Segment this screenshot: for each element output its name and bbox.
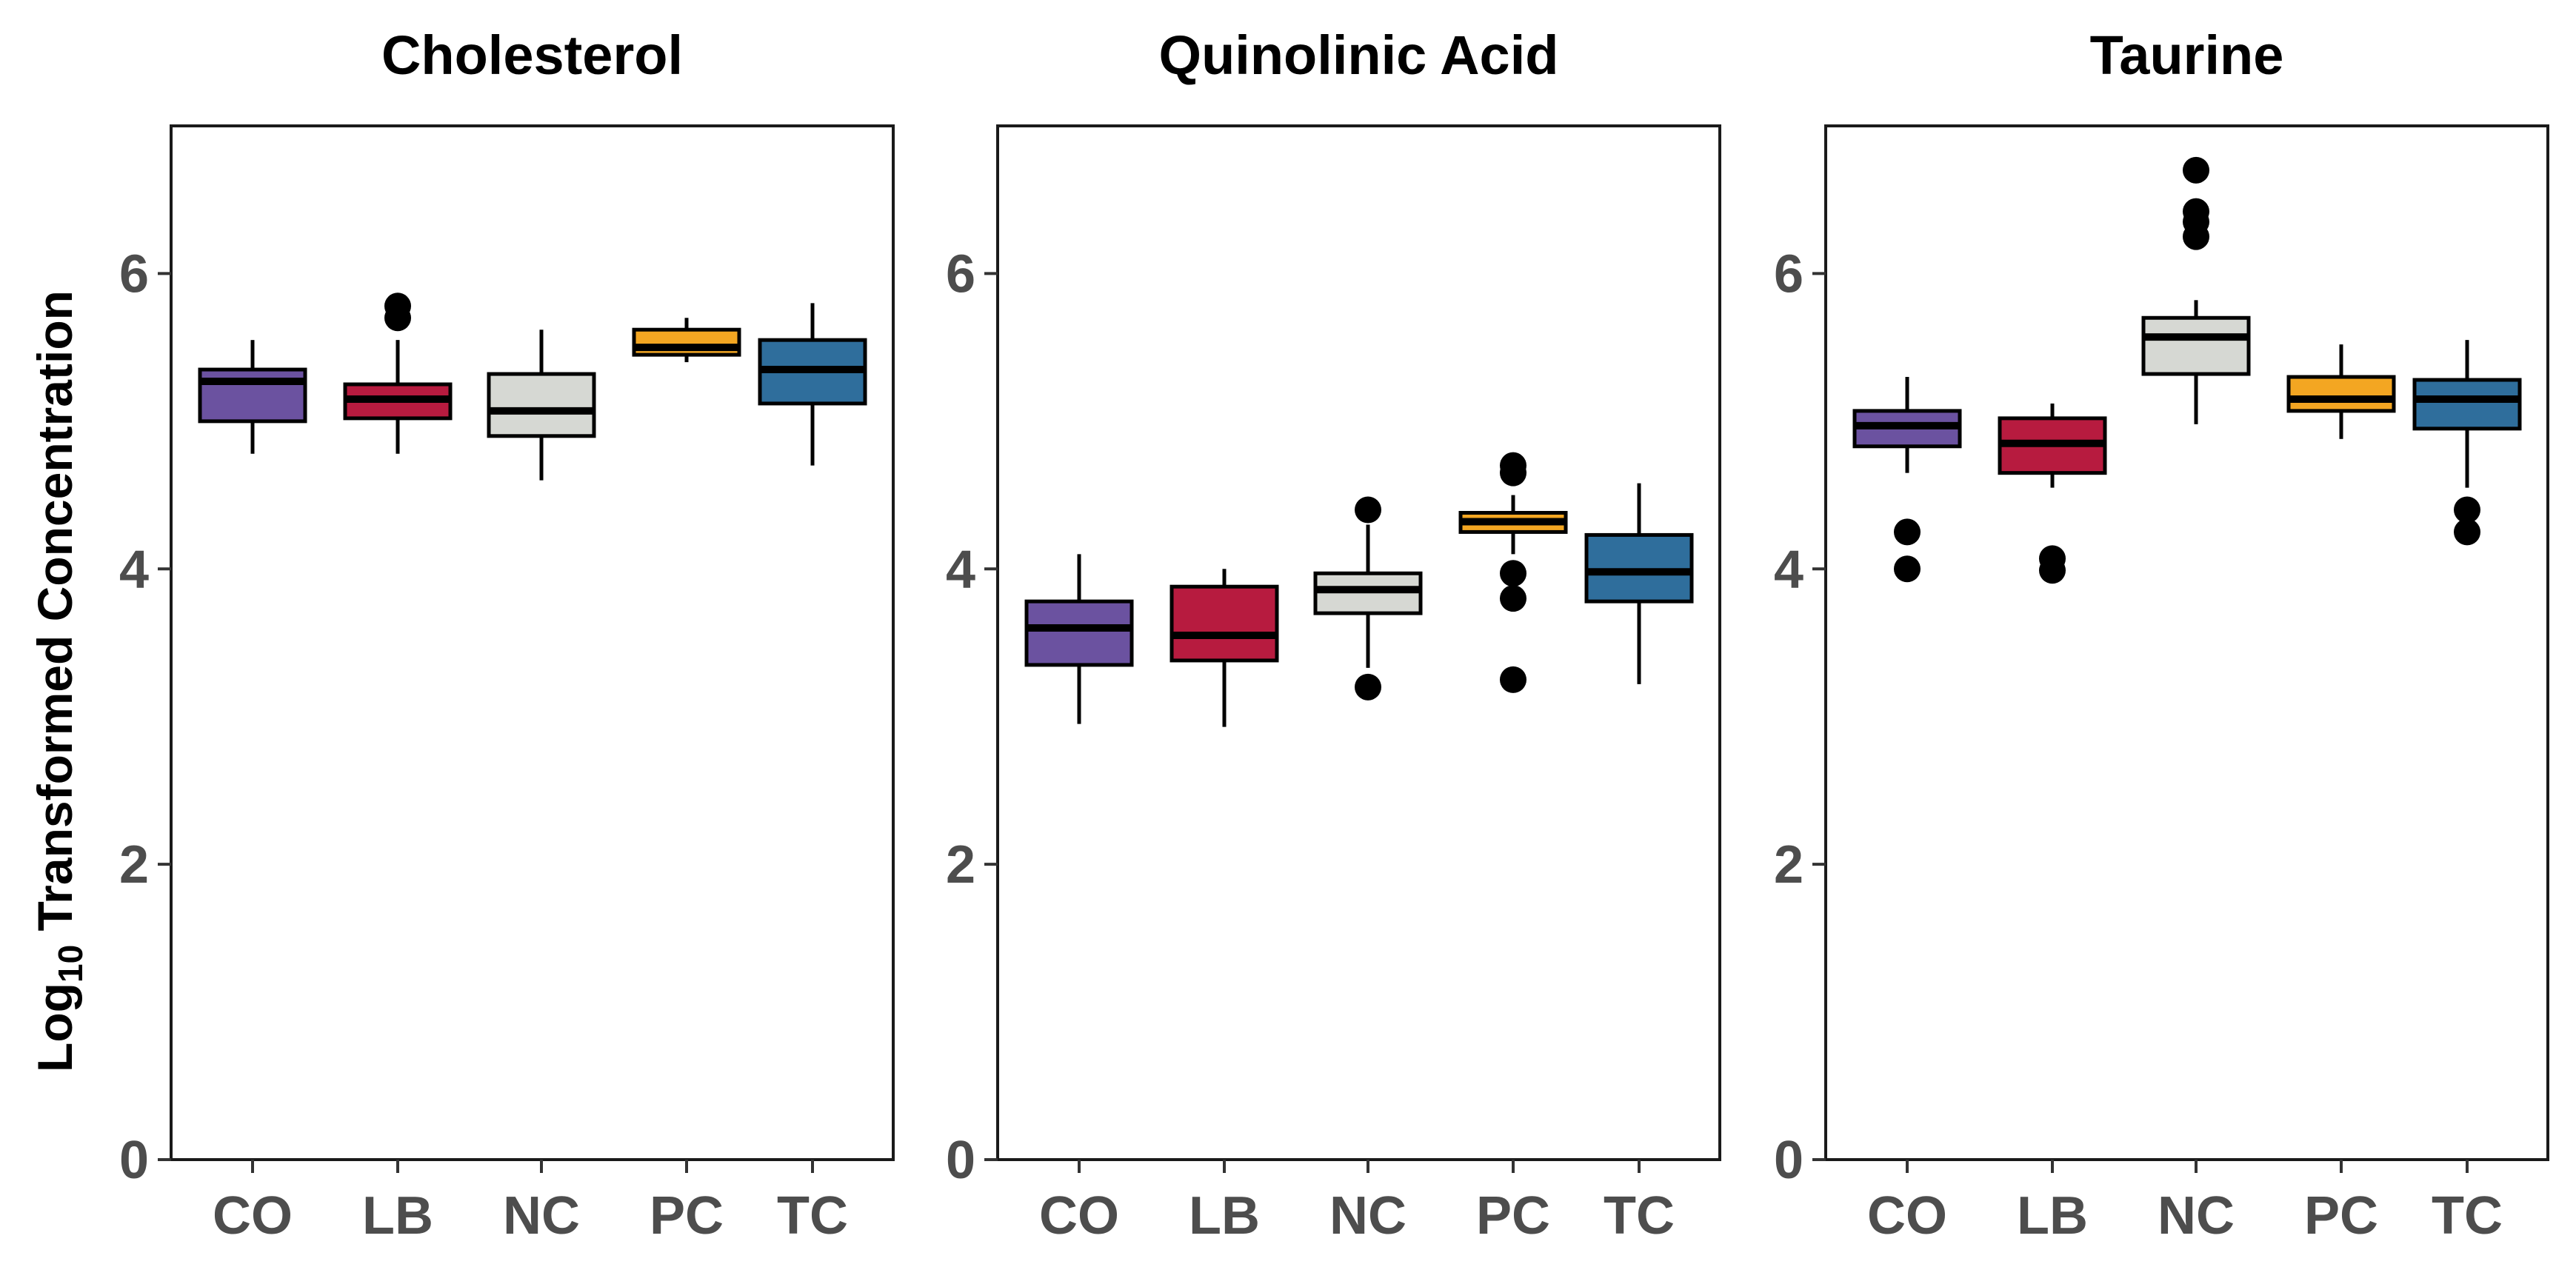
box-body: [198, 367, 307, 424]
x-tick-label: NC: [2158, 1186, 2235, 1246]
outlier-point: [1500, 560, 1526, 587]
outlier-point: [2039, 557, 2066, 584]
panel-taurine: Taurine 0 2 4 6 CO LB NC PC TC: [1774, 24, 2549, 1246]
y-tick-label: 0: [1774, 1131, 1803, 1190]
x-tick-label: TC: [777, 1186, 848, 1246]
x-tick-label: PC: [1476, 1186, 1550, 1246]
box-body: [2141, 315, 2251, 376]
x-tick-label: LB: [1189, 1186, 1260, 1246]
box-lb: [343, 292, 453, 454]
panel-title: Quinolinic Acid: [1159, 24, 1559, 86]
x-tick-label: CO: [1867, 1186, 1947, 1246]
outlier-point: [1355, 496, 1381, 524]
box-pc: [632, 318, 741, 363]
box-body: [2412, 378, 2522, 431]
outlier-point: [1500, 666, 1526, 693]
y-tick-label: 0: [119, 1131, 149, 1190]
outlier-point: [384, 292, 411, 320]
x-tick-label: CO: [1039, 1186, 1119, 1246]
box-nc: [487, 330, 596, 481]
x-tick-label: NC: [1329, 1186, 1407, 1246]
y-tick-label: 6: [1774, 244, 1803, 304]
y-tick-label: 6: [946, 244, 975, 304]
y-axis-label: Log10 Transformed Concentration: [27, 290, 90, 1072]
x-tick-label: NC: [503, 1186, 580, 1246]
x-tick-label: TC: [1604, 1186, 1675, 1246]
box-lb: [1998, 403, 2107, 584]
box-tc: [758, 303, 867, 466]
x-tick-label: TC: [2432, 1186, 2503, 1246]
x-tick-label: LB: [362, 1186, 433, 1246]
outlier-point: [1355, 673, 1381, 701]
outlier-point: [2454, 518, 2480, 546]
box-tc: [1584, 483, 1694, 684]
x-tick-label: LB: [2017, 1186, 2088, 1246]
x-tick-label: PC: [2304, 1186, 2378, 1246]
y-tick-label: 2: [119, 835, 149, 895]
x-tick-label: PC: [650, 1186, 724, 1246]
outlier-point: [1894, 518, 1921, 546]
box-co: [1852, 377, 1962, 583]
panel-title: Cholesterol: [381, 24, 683, 86]
box-body: [487, 372, 596, 438]
outlier-point: [2454, 496, 2480, 524]
y-tick-label: 0: [946, 1131, 975, 1190]
y-tick-label: 4: [1774, 540, 1803, 599]
y-tick-label: 6: [119, 244, 149, 304]
y-label-subscript: 10: [51, 945, 90, 983]
x-tick-label: CO: [213, 1186, 293, 1246]
panel-border: [1824, 124, 2549, 1161]
outlier-point: [1500, 585, 1526, 612]
y-tick-label: 2: [1774, 835, 1803, 895]
y-tick-label: 4: [119, 540, 149, 599]
box-body: [1169, 584, 1279, 663]
box-nc: [2141, 156, 2251, 424]
box-lb: [1169, 569, 1279, 727]
outlier-point: [1500, 459, 1526, 487]
box-co: [198, 340, 307, 454]
box-body: [1024, 599, 1134, 667]
outlier-point: [2183, 156, 2209, 184]
box-nc: [1313, 496, 1423, 701]
y-tick-label: 4: [946, 540, 975, 599]
box-pc: [2286, 344, 2396, 439]
panel-quinolinic-acid: Quinolinic Acid 0 2 4 6 CO LB NC PC TC: [946, 24, 1721, 1246]
outlier-point: [2183, 223, 2209, 250]
y-tick-label: 2: [946, 835, 975, 895]
box-tc: [2412, 340, 2522, 546]
panel-border: [170, 124, 895, 1161]
panel-title: Taurine: [2090, 24, 2284, 86]
y-label-prefix: Log: [27, 983, 82, 1072]
box-body: [2286, 375, 2396, 413]
y-label-suffix: Transformed Concentration: [27, 290, 82, 945]
box-pc: [1458, 452, 1568, 693]
outlier-point: [1894, 555, 1921, 583]
box-co: [1024, 554, 1134, 724]
panel-cholesterol: Cholesterol 0 2 4 6 CO LB NC PC TC: [119, 24, 895, 1246]
